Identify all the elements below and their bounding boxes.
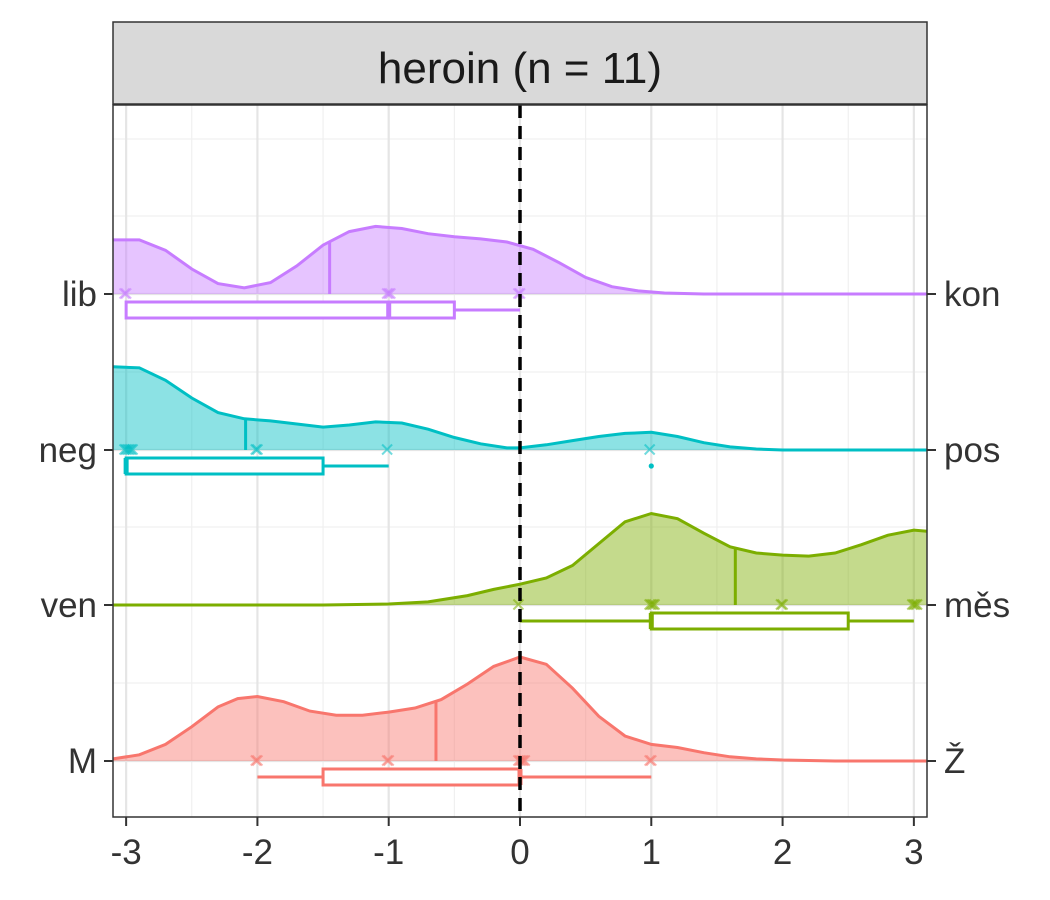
data-point [381, 754, 393, 767]
x-tick-label: -3 [111, 833, 142, 872]
data-point [911, 598, 923, 611]
box [124, 300, 456, 320]
density-area [113, 513, 927, 605]
y-tick-label-right: kon [944, 275, 1000, 314]
data-point [251, 754, 264, 767]
x-tick-label: 1 [642, 833, 661, 872]
box [321, 767, 522, 787]
data-point [251, 443, 264, 456]
data-point [381, 287, 393, 300]
series-ven-měs [113, 511, 928, 631]
data-point [643, 754, 656, 767]
x-tick-label: 2 [773, 833, 792, 872]
data-point [123, 443, 136, 456]
y-tick-label-left: neg [39, 431, 97, 470]
data-point [250, 754, 262, 767]
data-point [383, 287, 395, 300]
density-outline [112, 655, 927, 763]
series-M-Ž [112, 655, 927, 787]
data-point [126, 443, 139, 456]
density-area [113, 366, 927, 450]
data-point [512, 598, 525, 611]
data-point [648, 598, 661, 611]
outlier-point [648, 463, 654, 469]
data-point [776, 598, 789, 611]
x-tick-label: 0 [510, 833, 529, 872]
data-point [383, 754, 395, 767]
data-point [643, 598, 656, 611]
data-point [384, 287, 397, 300]
y-tick-label-left: lib [62, 275, 97, 314]
y-tick-label-left: ven [41, 586, 97, 625]
data-point [118, 287, 131, 300]
x-tick-label: -1 [373, 833, 404, 872]
data-point [775, 598, 787, 611]
boxplot [520, 611, 914, 631]
density-outline [112, 365, 927, 452]
data-point [906, 598, 918, 611]
chart-title: heroin (n = 11) [378, 44, 662, 93]
data-point [250, 443, 262, 456]
x-axis: -3 -2 -1 0 1 2 3 [111, 817, 924, 872]
x-tick-label: -2 [242, 833, 273, 872]
density-outline [113, 511, 928, 607]
boxplot [123, 456, 654, 476]
density-outline [113, 224, 927, 296]
density-area [113, 657, 927, 761]
data-point [647, 598, 659, 611]
data-point [125, 443, 137, 456]
data-point [381, 443, 393, 456]
y-tick-label-left: M [68, 742, 97, 781]
series-neg-pos [112, 365, 927, 476]
y-tick-label-right: Ž [944, 742, 965, 781]
strip-background [112, 21, 928, 105]
x-tick-label: 3 [904, 833, 923, 872]
data-point [643, 443, 656, 456]
y-tick-label-right: měs [944, 586, 1010, 625]
box [124, 456, 325, 476]
data-point [908, 598, 920, 611]
data-point [645, 598, 657, 611]
data-point [909, 598, 922, 611]
strip: heroin (n = 11) [112, 21, 928, 105]
data-point [122, 443, 134, 456]
data-point [645, 754, 657, 767]
data-point [120, 287, 132, 300]
boxplot [124, 300, 520, 320]
box [649, 611, 850, 631]
data-point [514, 287, 526, 300]
y-tick-label-right: pos [944, 431, 1000, 470]
